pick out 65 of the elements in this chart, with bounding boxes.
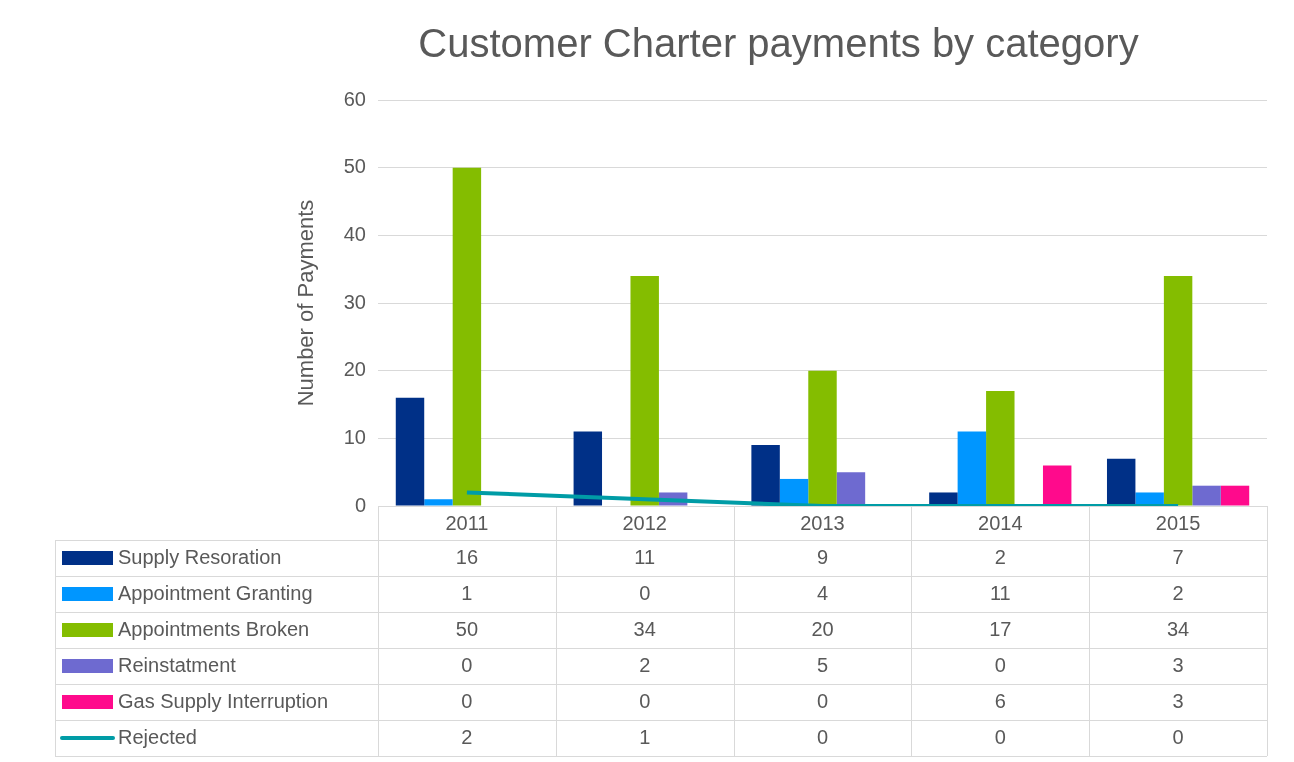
data-label: 2 xyxy=(461,725,473,748)
data-label: 1 xyxy=(639,725,651,748)
legend-label: Gas Supply Interruption xyxy=(118,689,329,712)
data-label: 11 xyxy=(989,581,1011,604)
bar xyxy=(986,390,1015,506)
y-tick-label: 10 xyxy=(343,425,366,448)
y-tick-label: 50 xyxy=(343,155,366,178)
legend-label: Supply Resoration xyxy=(118,545,282,568)
data-label: 20 xyxy=(811,617,834,640)
data-label: 3 xyxy=(1172,689,1184,712)
data-label: 0 xyxy=(1172,725,1184,748)
x-tick-label: 2014 xyxy=(978,511,1023,534)
y-tick-label: 20 xyxy=(343,358,366,381)
x-tick-label: 2011 xyxy=(445,511,489,534)
data-label: 6 xyxy=(994,689,1006,712)
data-label: 0 xyxy=(816,689,829,712)
legend-label: Rejected xyxy=(118,725,197,748)
data-label: 4 xyxy=(816,581,829,604)
bar xyxy=(630,275,659,506)
data-label: 34 xyxy=(1166,617,1190,640)
chart-title: Customer Charter payments by category xyxy=(418,21,1139,66)
data-label: 50 xyxy=(455,617,479,640)
bar xyxy=(1220,485,1250,506)
data-label: 0 xyxy=(461,689,473,712)
bar xyxy=(957,431,987,506)
legend-label: Appointment Granting xyxy=(118,581,313,604)
data-label: 11 xyxy=(634,545,656,568)
bar xyxy=(1192,485,1221,506)
x-tick-label: 2013 xyxy=(800,511,845,534)
data-label: 16 xyxy=(455,545,479,568)
bar xyxy=(1042,465,1072,506)
y-axis-title: Number of Payments xyxy=(293,199,319,407)
data-label: 0 xyxy=(994,653,1006,676)
bar xyxy=(452,167,482,506)
x-tick-label: 2012 xyxy=(622,511,667,534)
legend-label: Appointments Broken xyxy=(118,617,310,640)
data-label: 0 xyxy=(994,725,1006,748)
data-label: 7 xyxy=(1172,545,1184,568)
data-label: 2 xyxy=(639,653,651,676)
bar xyxy=(836,472,866,506)
bar xyxy=(395,397,425,506)
bar xyxy=(424,499,453,506)
data-label: 9 xyxy=(816,545,829,568)
bar xyxy=(573,431,603,506)
data-label: 3 xyxy=(1172,653,1184,676)
legend-label: Reinstatment xyxy=(118,653,237,676)
y-tick-label: 0 xyxy=(354,493,366,516)
data-label: 34 xyxy=(633,617,656,640)
bar xyxy=(1106,458,1136,506)
y-tick-label: 40 xyxy=(343,222,366,245)
data-label: 17 xyxy=(989,617,1012,640)
data-label: 5 xyxy=(816,653,829,676)
bar xyxy=(1163,275,1193,506)
data-label: 2 xyxy=(994,545,1006,568)
x-tick-label: 2015 xyxy=(1155,511,1201,534)
data-label: 0 xyxy=(816,725,829,748)
data-label: 0 xyxy=(461,653,473,676)
y-tick-label: 30 xyxy=(343,290,366,313)
data-label: 0 xyxy=(639,581,651,604)
data-label: 0 xyxy=(639,689,651,712)
data-label: 1 xyxy=(461,581,473,604)
data-label: 2 xyxy=(1172,581,1184,604)
bar xyxy=(808,370,837,506)
y-tick-label: 60 xyxy=(343,87,366,110)
bar xyxy=(751,445,780,506)
